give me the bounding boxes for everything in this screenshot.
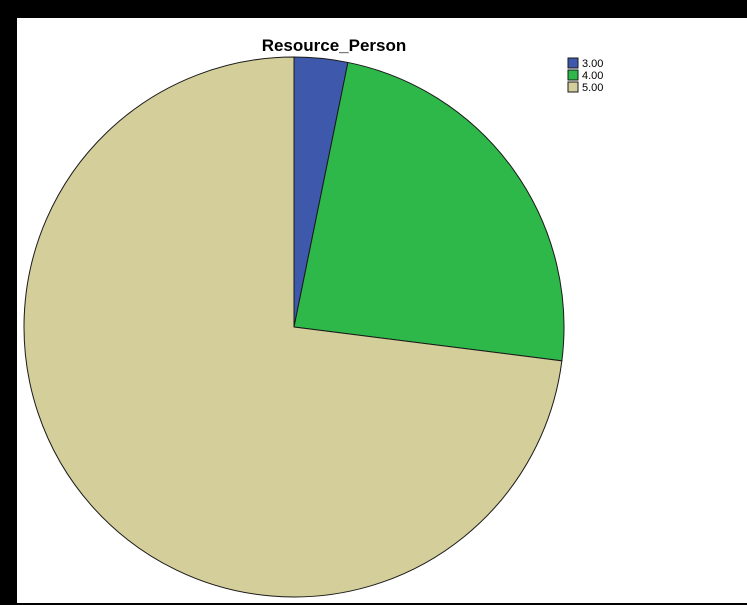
legend-swatch-4-00 (567, 69, 579, 81)
chart-title: Resource_Person (262, 36, 407, 55)
legend-label-5-00: 5.00 (582, 82, 603, 94)
pie-chart: Resource_Person 3.004.005.00 (23, 36, 603, 598)
pie-slice-4-00 (293, 61, 565, 362)
legend-label-4-00: 4.00 (582, 70, 603, 82)
legend: 3.004.005.00 (567, 57, 603, 94)
legend-swatch-5-00 (567, 81, 579, 93)
pie-slice-5-00 (23, 56, 563, 598)
plot-area: Resource_Person 3.00 4.00 5.00 (17, 18, 747, 603)
legend-label-3-00: 3.00 (582, 58, 603, 70)
pie-slices (23, 56, 565, 598)
legend-swatch-3-00 (567, 57, 579, 69)
